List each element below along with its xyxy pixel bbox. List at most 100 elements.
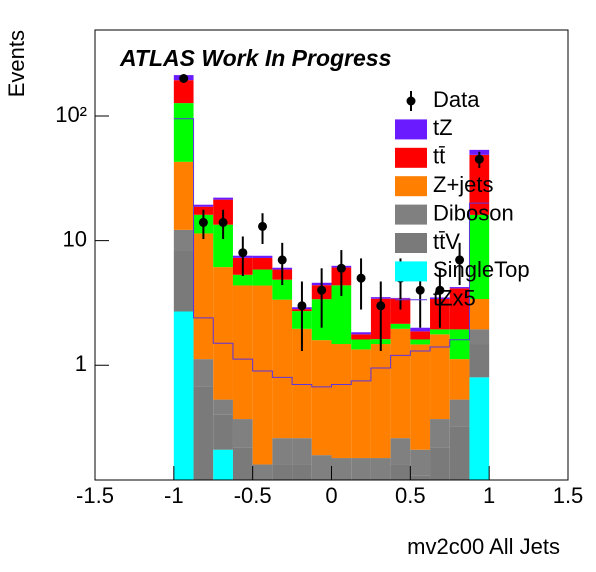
y-tick-label: 10² [55, 102, 87, 127]
data-point [317, 285, 327, 295]
x-tick-label: 1.5 [553, 483, 584, 508]
y-axis-label: Events [4, 30, 29, 97]
legend-swatch [395, 147, 427, 168]
bar-segment [272, 299, 293, 439]
legend-label: tt̄V [433, 229, 460, 254]
bar-segment [469, 214, 490, 300]
bar-segment [469, 329, 490, 345]
x-tick-label: -1 [164, 483, 184, 508]
data-point [297, 301, 307, 311]
bar-segment [173, 229, 194, 251]
bar-segment [252, 285, 273, 465]
legend-swatch [395, 233, 427, 253]
data-point [258, 221, 268, 231]
bar-segment [213, 197, 233, 200]
data-point [238, 248, 248, 258]
bar-segment [331, 285, 352, 345]
bar-segment [213, 224, 233, 268]
data-point [474, 154, 484, 164]
data-point [455, 255, 465, 265]
bar-segment [469, 299, 490, 330]
bar-segment [449, 359, 470, 400]
legend-label: SingleTop [433, 257, 530, 282]
data-point [336, 263, 346, 273]
data-point [218, 217, 228, 227]
bar-segment [193, 359, 214, 387]
bar-segment [213, 267, 233, 400]
bar-segment [351, 334, 371, 340]
bar-segment [193, 386, 214, 480]
step-line [173, 118, 490, 388]
bar-segment [410, 475, 431, 480]
x-tick-label: -0.5 [234, 483, 272, 508]
data-point [435, 285, 445, 295]
bar-segment [272, 438, 293, 465]
bar-segment [449, 329, 470, 360]
data-point [277, 255, 287, 265]
bar-segment [351, 332, 371, 335]
bar-segment [410, 344, 431, 450]
bar-segment [331, 458, 352, 480]
bar-segment [213, 414, 233, 450]
bar-segment [410, 327, 431, 332]
bar-segment [252, 257, 273, 270]
data-point [415, 285, 425, 295]
bar-segment [430, 419, 450, 448]
bar-segment [410, 339, 431, 345]
bar-segment [430, 329, 450, 335]
bar-segment [331, 344, 352, 459]
bar-segment [390, 328, 411, 439]
bar-segment [193, 233, 214, 360]
bar-segment [173, 80, 194, 104]
legend-label: Data [433, 87, 480, 112]
legend-label: Z+jets [433, 172, 494, 197]
bar-segment [449, 426, 470, 480]
bar-segment [390, 438, 411, 465]
plot-area [173, 73, 490, 480]
bar-segment [193, 204, 214, 207]
bar-segment [430, 447, 450, 480]
bar-segment [232, 419, 253, 448]
legend-swatch [395, 204, 427, 225]
bar-segment [232, 285, 253, 420]
bar-segment [351, 458, 371, 480]
x-tick-label: 0 [325, 483, 337, 508]
bar-segment [449, 399, 470, 427]
bar-segment [213, 399, 233, 415]
data-point [179, 73, 189, 83]
data-point [376, 301, 386, 311]
bar-segment [292, 464, 312, 480]
bar-segment [390, 464, 411, 480]
bar-segment [272, 279, 293, 300]
legend-swatch [395, 119, 427, 140]
bar-segment [469, 377, 490, 480]
bar-segment [272, 464, 293, 480]
bar-segment [390, 323, 411, 329]
bar-segment [430, 334, 450, 420]
bar-segment [410, 449, 431, 476]
y-tick-label: 10 [63, 226, 87, 251]
bar-segment [351, 339, 371, 350]
bar-segment [252, 255, 273, 258]
bar-segment [449, 288, 470, 330]
legend-label: tZx5 [433, 286, 476, 311]
bar-segment [390, 298, 411, 324]
legend-label: Diboson [433, 200, 514, 225]
bar-segment [213, 449, 233, 480]
bar-segment [173, 250, 194, 312]
bar-segment [311, 455, 332, 480]
bar-segment [252, 269, 273, 286]
data-point [356, 273, 366, 283]
x-tick-label: 1 [483, 483, 495, 508]
x-tick-label: -1.5 [76, 483, 114, 508]
data-point [198, 217, 208, 227]
legend-swatch [395, 176, 427, 197]
bar-segment [292, 328, 312, 439]
bar-segment [173, 103, 194, 162]
bar-segment [311, 340, 332, 456]
bar-segment [232, 274, 253, 286]
bar-segment [173, 311, 194, 480]
bar-segment [469, 344, 490, 378]
bar-segment [370, 458, 391, 480]
